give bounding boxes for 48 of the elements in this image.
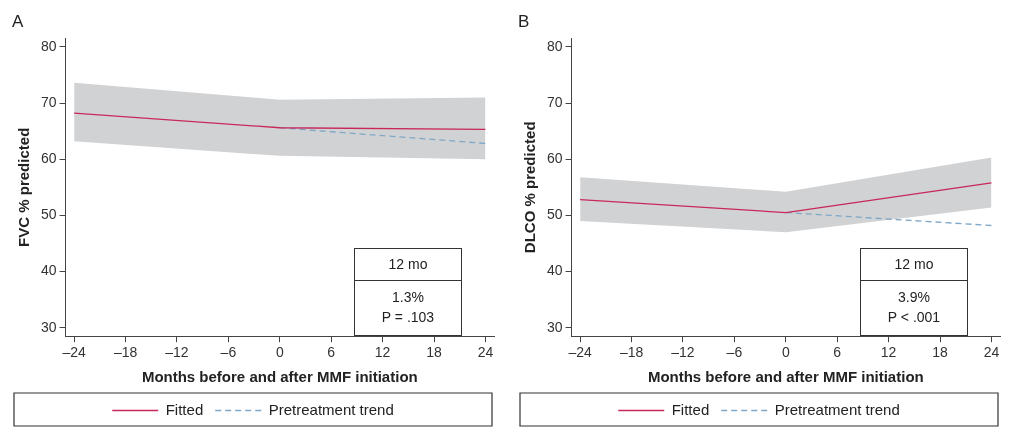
annotation: 12 mo bbox=[355, 249, 461, 282]
chart-title: B bbox=[518, 11, 530, 31]
legend-label: Fitted bbox=[671, 400, 710, 418]
x-tick-label: 0 bbox=[275, 344, 284, 361]
x-tick-label: 12 bbox=[374, 344, 391, 361]
x-tick-label: 12 bbox=[880, 344, 897, 361]
y-tick-label: 40 bbox=[40, 262, 57, 279]
x-tick-label: –12 bbox=[671, 344, 695, 361]
y-tick-label: 50 bbox=[546, 206, 563, 223]
annotation: 3.9% bbox=[897, 288, 931, 308]
x-tick-label: 0 bbox=[781, 344, 790, 361]
x-tick-label: 6 bbox=[327, 344, 336, 361]
x-axis-title: Months before and after MMF initiation bbox=[141, 368, 418, 386]
x-axis-title: Months before and after MMF initiation bbox=[647, 368, 924, 386]
x-tick-label: 18 bbox=[932, 344, 949, 361]
y-tick-label: 50 bbox=[40, 206, 57, 223]
x-tick-label: 24 bbox=[983, 344, 1000, 361]
annotation: 12 mo bbox=[861, 249, 967, 282]
y-tick-label: 70 bbox=[40, 93, 57, 110]
x-tick-label: –24 bbox=[568, 344, 593, 361]
y-tick-label: 80 bbox=[40, 37, 57, 54]
x-tick-label: 18 bbox=[426, 344, 443, 361]
x-tick-label: –18 bbox=[619, 344, 644, 361]
annotation: P = .103 bbox=[380, 308, 436, 328]
y-axis-title: FVC % predicted bbox=[15, 127, 33, 247]
y-tick-label: 30 bbox=[546, 318, 563, 335]
y-tick-label: 60 bbox=[40, 150, 57, 167]
x-tick-label: –18 bbox=[113, 344, 138, 361]
legend-label: Fitted bbox=[165, 400, 204, 418]
x-tick-label: –12 bbox=[165, 344, 189, 361]
y-tick-label: 70 bbox=[546, 93, 563, 110]
annotation: 1.3% bbox=[391, 288, 425, 308]
x-tick-label: 6 bbox=[833, 344, 842, 361]
x-tick-label: –6 bbox=[220, 344, 237, 361]
legend-label: Pretreatment trend bbox=[774, 400, 900, 418]
y-tick-label: 60 bbox=[546, 150, 563, 167]
x-tick-label: 24 bbox=[477, 344, 494, 361]
legend-label: Pretreatment trend bbox=[268, 400, 394, 418]
note-box: 12 mo 1.3% P = .103 bbox=[354, 248, 462, 337]
note-box: 12 mo 3.9% P < .001 bbox=[860, 248, 968, 337]
x-tick-label: –24 bbox=[62, 344, 87, 361]
x-tick-label: –6 bbox=[726, 344, 743, 361]
y-axis-title: DLCO % predicted bbox=[521, 121, 539, 254]
y-tick-label: 80 bbox=[546, 37, 563, 54]
chart-title: A bbox=[12, 11, 24, 31]
y-tick-label: 30 bbox=[40, 318, 57, 335]
y-tick-label: 40 bbox=[546, 262, 563, 279]
annotation: P < .001 bbox=[886, 308, 942, 328]
